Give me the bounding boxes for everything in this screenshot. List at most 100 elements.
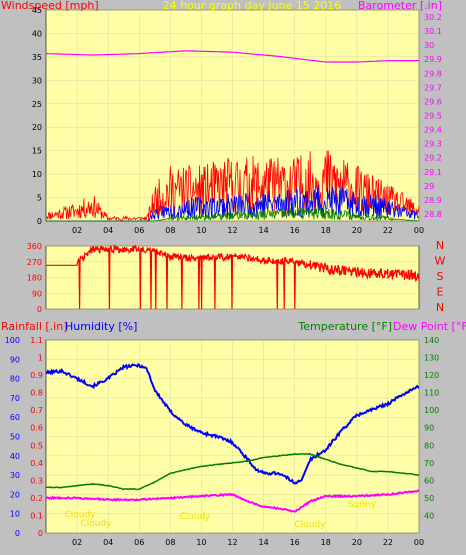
weather-annotation: Cloudy bbox=[64, 510, 96, 520]
climate-x-tick-label: 06 bbox=[134, 538, 144, 547]
climate-x-tick-label: 08 bbox=[165, 538, 175, 547]
weather-annotation: Cloudy bbox=[179, 512, 211, 522]
wind-x-tick-label: 14 bbox=[258, 226, 268, 235]
temperature-tick-label: 100 bbox=[424, 406, 439, 415]
humidity-tick-label: 90 bbox=[10, 355, 20, 364]
rainfall-tick-label: 1 bbox=[38, 354, 43, 363]
direction-tick-label: 270 bbox=[27, 258, 42, 267]
temperature-tick-label: 70 bbox=[424, 459, 434, 468]
direction-tick-label: 360 bbox=[27, 242, 42, 251]
temperature-line bbox=[45, 452, 420, 491]
direction-tick-label: 0 bbox=[37, 305, 42, 314]
wind-tick-label: 20 bbox=[32, 123, 42, 132]
climate-x-tick-label: 12 bbox=[227, 538, 237, 547]
humidity-tick-label: 80 bbox=[10, 375, 20, 384]
wind-tick-label: 25 bbox=[32, 100, 42, 109]
rainfall-axis-label: Rainfall [.in] bbox=[1, 320, 68, 333]
barometer-tick-label: 28.8 bbox=[424, 210, 442, 219]
barometer-tick-label: 29.9 bbox=[424, 55, 442, 64]
wind-x-tick-label: 18 bbox=[321, 226, 331, 235]
wind-tick-label: 10 bbox=[32, 170, 42, 179]
wind-series-line bbox=[45, 150, 420, 222]
wind-series-line bbox=[46, 206, 419, 222]
barometer-line bbox=[45, 50, 419, 63]
barometer-tick-label: 30.1 bbox=[424, 27, 442, 36]
temperature-tick-label: 110 bbox=[424, 389, 439, 398]
temperature-tick-label: 60 bbox=[424, 476, 434, 485]
temperature-tick-label: 130 bbox=[424, 354, 439, 363]
humidity-tick-label: 100 bbox=[5, 336, 20, 345]
rainfall-tick-label: 0.2 bbox=[30, 494, 43, 503]
climate-x-tick-label: 02 bbox=[72, 538, 82, 547]
wind-x-tick-label: 10 bbox=[196, 226, 206, 235]
climate-x-tick-label: 14 bbox=[258, 538, 268, 547]
wind-tick-label: 0 bbox=[37, 217, 42, 226]
climate-x-tick-label: 20 bbox=[352, 538, 362, 547]
wind-x-tick-label: 06 bbox=[134, 226, 144, 235]
climate-x-tick-label: 04 bbox=[103, 538, 113, 547]
rainfall-tick-label: 0.6 bbox=[30, 424, 43, 433]
barometer-tick-label: 29.1 bbox=[424, 168, 442, 177]
compass-label: W bbox=[435, 255, 446, 268]
humidity-tick-label: 20 bbox=[10, 490, 20, 499]
barometer-tick-label: 30 bbox=[424, 41, 434, 50]
dewpoint-axis-label: Dew Point [°F] bbox=[393, 320, 466, 333]
weather-annotation: Sunny bbox=[348, 500, 377, 510]
barometer-tick-label: 29.5 bbox=[424, 112, 442, 121]
humidity-axis-label: Humidity [%] bbox=[65, 320, 137, 333]
barometer-tick-label: 29 bbox=[424, 182, 434, 191]
chart-title: 24 hour graph day June 15 2016 bbox=[163, 0, 342, 12]
rainfall-tick-label: 1.1 bbox=[30, 336, 43, 345]
weather-annotation: Cloudy bbox=[294, 520, 326, 530]
wind-x-tick-label: 08 bbox=[165, 226, 175, 235]
barometer-tick-label: 30.2 bbox=[424, 13, 442, 22]
wind-tick-label: 5 bbox=[37, 194, 42, 203]
wind-tick-label: 30 bbox=[32, 76, 42, 85]
temperature-tick-label: 40 bbox=[424, 511, 434, 520]
barometer-tick-label: 29.8 bbox=[424, 69, 442, 78]
rainfall-tick-label: 0.5 bbox=[30, 441, 43, 450]
climate-x-tick-label: 10 bbox=[196, 538, 206, 547]
humidity-line bbox=[45, 362, 420, 485]
wind-direction-line bbox=[46, 244, 420, 310]
barometer-tick-label: 29.4 bbox=[424, 126, 442, 135]
dew-point-line bbox=[45, 489, 420, 513]
compass-label: N bbox=[436, 301, 444, 314]
compass-label: S bbox=[437, 270, 444, 283]
temperature-tick-label: 80 bbox=[424, 441, 434, 450]
temperature-tick-label: 50 bbox=[424, 494, 434, 503]
wind-x-tick-label: 02 bbox=[72, 226, 82, 235]
wind-x-tick-label: 00 bbox=[414, 226, 424, 235]
climate-x-tick-label: 22 bbox=[383, 538, 393, 547]
climate-x-tick-label: 00 bbox=[414, 538, 424, 547]
rainfall-tick-label: 0.1 bbox=[30, 511, 43, 520]
compass-label: E bbox=[437, 286, 444, 299]
wind-x-tick-label: 16 bbox=[290, 226, 300, 235]
temperature-tick-label: 120 bbox=[424, 371, 439, 380]
humidity-tick-label: 30 bbox=[10, 471, 20, 480]
rainfall-tick-label: 0.4 bbox=[30, 459, 43, 468]
wind-x-tick-label: 12 bbox=[227, 226, 237, 235]
humidity-tick-label: 10 bbox=[10, 510, 20, 519]
direction-tick-label: 180 bbox=[27, 274, 42, 283]
rainfall-tick-label: 0 bbox=[38, 529, 43, 538]
windspeed-axis-label: Windspeed [mph] bbox=[1, 0, 99, 12]
barometer-axis-label: Barometer [.in] bbox=[358, 0, 442, 12]
humidity-tick-label: 70 bbox=[10, 394, 20, 403]
weather-annotation: Cloudy bbox=[80, 519, 112, 529]
humidity-tick-label: 0 bbox=[15, 529, 20, 538]
wind-x-tick-label: 04 bbox=[103, 226, 113, 235]
direction-tick-label: 90 bbox=[32, 289, 42, 298]
barometer-tick-label: 29.2 bbox=[424, 154, 442, 163]
wind-tick-label: 15 bbox=[32, 147, 42, 156]
compass-label: N bbox=[436, 239, 444, 252]
wind-tick-label: 35 bbox=[32, 53, 42, 62]
barometer-tick-label: 29.3 bbox=[424, 140, 442, 149]
temperature-tick-label: 90 bbox=[424, 424, 434, 433]
rainfall-tick-label: 0.7 bbox=[30, 406, 43, 415]
rainfall-tick-label: 0.8 bbox=[30, 389, 43, 398]
wind-x-tick-label: 20 bbox=[352, 226, 362, 235]
wind-tick-label: 45 bbox=[32, 6, 42, 15]
temperature-tick-label: 140 bbox=[424, 336, 439, 345]
